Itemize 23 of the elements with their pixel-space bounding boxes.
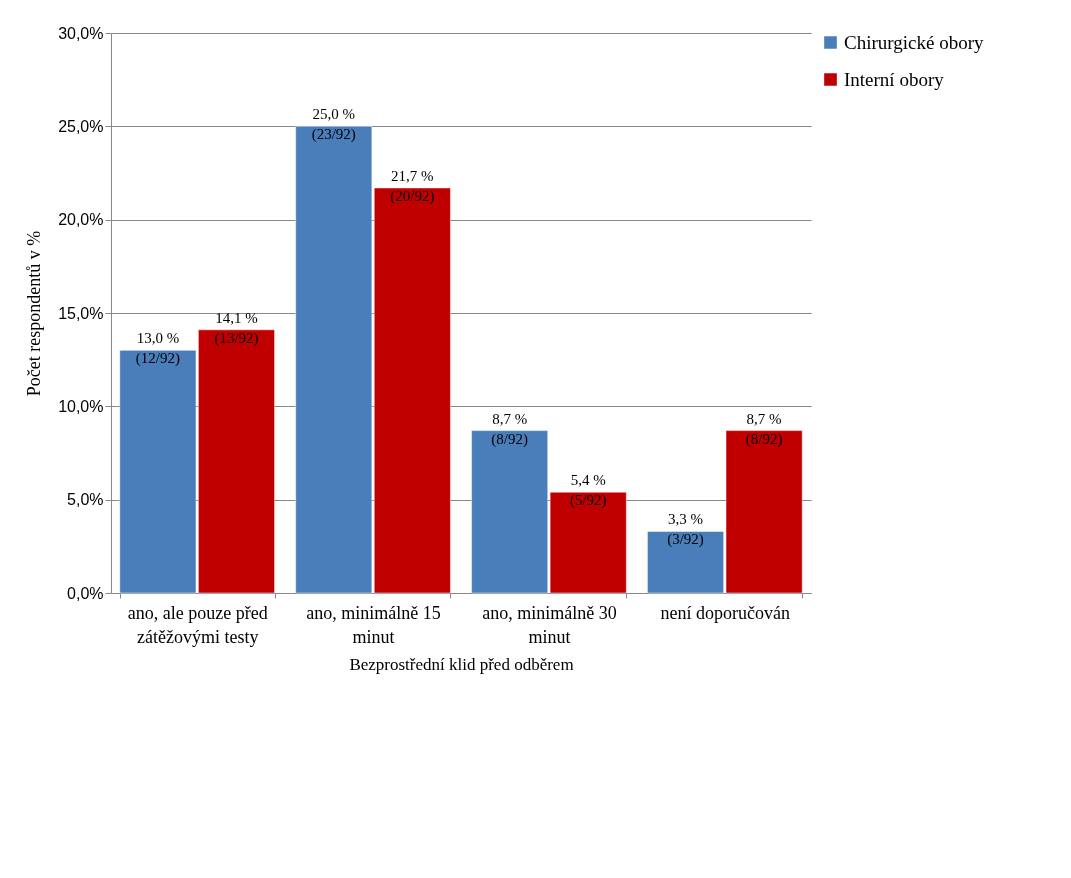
data-label: 3,3 % (3/92) bbox=[667, 511, 704, 549]
data-label: 25,0 % (23/92) bbox=[311, 106, 356, 144]
data-label: 5,4 % (5/92) bbox=[569, 472, 607, 510]
y-tick-label: 20,0% bbox=[58, 211, 104, 229]
data-label: 13,0 % (12/92) bbox=[135, 330, 180, 368]
data-label: 8,7 % (8/92) bbox=[745, 410, 783, 448]
data-label: 21,7 % (20/92) bbox=[390, 167, 435, 205]
x-tick-label: ano, ale pouze před zátěžovými testy bbox=[127, 602, 268, 647]
x-tick-label: ano, minimálně 30 minut bbox=[482, 602, 617, 647]
data-label: 14,1 % (13/92) bbox=[214, 309, 259, 347]
data-label: 8,7 % (8/92) bbox=[491, 410, 528, 448]
y-tick-label: 10,0% bbox=[58, 397, 104, 415]
legend-label: Interní obory bbox=[844, 68, 945, 90]
x-tick-label: není doporučován bbox=[660, 602, 791, 623]
y-tick-label: 15,0% bbox=[58, 304, 104, 322]
x-axis-title: Bezprostřední klid před odběrem bbox=[349, 654, 574, 674]
legend-label: Chirurgické obory bbox=[844, 31, 984, 53]
y-tick-label: 30,0% bbox=[58, 24, 104, 42]
y-tick-label: 0,0% bbox=[67, 584, 104, 602]
y-tick-label: 5,0% bbox=[67, 491, 104, 509]
x-tick-label: ano, minimálně 15 minut bbox=[306, 602, 441, 647]
y-tick-label: 25,0% bbox=[58, 117, 104, 135]
y-axis-title: Počet respondentů v % bbox=[24, 230, 45, 397]
